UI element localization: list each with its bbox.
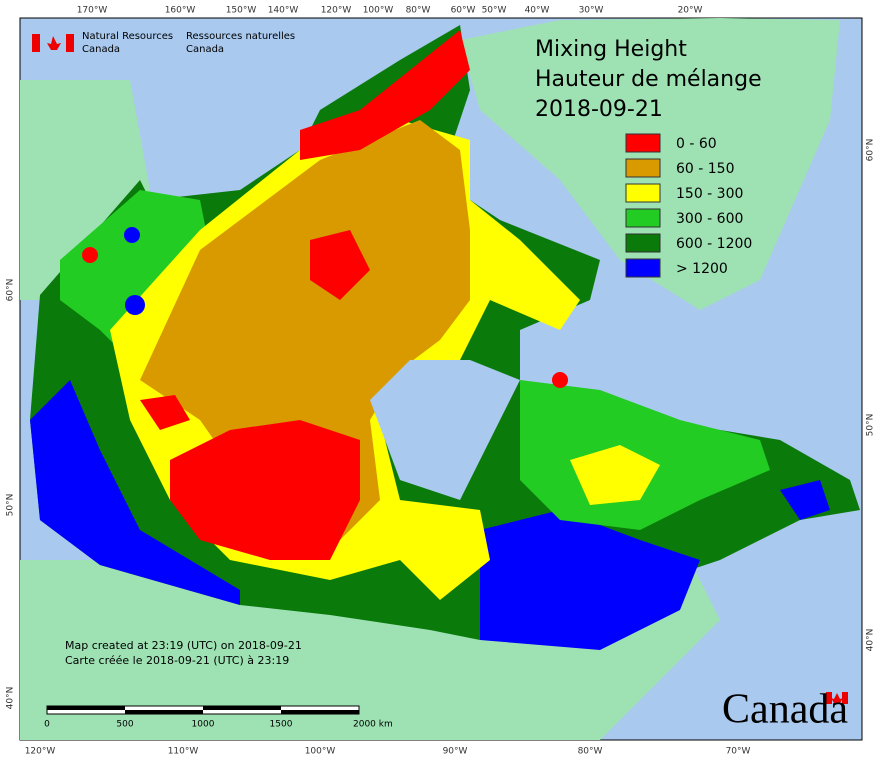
zone bbox=[30, 380, 240, 605]
credit: Map created at 23:19 (UTC) on 2018-09-21 bbox=[65, 639, 302, 652]
lat-label: 50°N bbox=[866, 414, 876, 437]
agency-en: Canada bbox=[82, 44, 120, 55]
lon-label: 90°W bbox=[443, 747, 468, 757]
legend-label: 300 - 600 bbox=[676, 211, 743, 227]
lat-label: 50°N bbox=[6, 494, 16, 517]
scale-label: 500 bbox=[116, 720, 133, 730]
lat-label: 60°N bbox=[6, 279, 16, 302]
flag-bar bbox=[66, 34, 74, 52]
scale-label: 0 bbox=[44, 720, 50, 730]
lon-label: 20°W bbox=[678, 6, 703, 16]
legend-swatch bbox=[625, 233, 661, 253]
lon-label: 70°W bbox=[726, 747, 751, 757]
graticule-labels: 170°W 160°W 150°W 140°W 120°W 100°W 80°W 60°W 50… bbox=[6, 6, 876, 757]
lon-label: 110°W bbox=[168, 747, 199, 757]
scale-label: 2000 km bbox=[353, 720, 393, 730]
legend-label: 0 - 60 bbox=[676, 136, 717, 152]
lon-label: 100°W bbox=[363, 6, 394, 16]
scale-segment bbox=[281, 710, 359, 714]
legend-label: > 1200 bbox=[676, 261, 728, 277]
scale-label: 1000 bbox=[192, 720, 215, 730]
legend-label: 600 - 1200 bbox=[676, 236, 752, 252]
legend-swatch bbox=[625, 183, 661, 203]
zone bbox=[520, 380, 770, 530]
zone bbox=[170, 420, 360, 560]
agency-en: Natural Resources bbox=[82, 31, 173, 42]
lat-label: 40°N bbox=[6, 687, 16, 710]
zone bbox=[124, 227, 140, 243]
flag-bar bbox=[32, 34, 40, 52]
lon-label: 170°W bbox=[77, 6, 108, 16]
credit: Carte créée le 2018-09-21 (UTC) à 23:19 bbox=[65, 654, 289, 667]
legend: 0 - 60 60 - 150 150 - 300 300 - 600 600 - 12… bbox=[625, 133, 752, 278]
zone bbox=[140, 395, 190, 430]
lon-label: 100°W bbox=[305, 747, 336, 757]
scale-segment bbox=[125, 710, 203, 714]
zone bbox=[310, 230, 370, 300]
title: Hauteur de mélange bbox=[535, 67, 762, 92]
zone bbox=[82, 247, 98, 263]
lon-label: 80°W bbox=[578, 747, 603, 757]
lon-label: 50°W bbox=[482, 6, 507, 16]
title: 2018-09-21 bbox=[535, 97, 663, 122]
legend-label: 150 - 300 bbox=[676, 186, 743, 202]
lon-label: 120°W bbox=[321, 6, 352, 16]
lon-label: 140°W bbox=[268, 6, 299, 16]
lon-label: 60°W bbox=[451, 6, 476, 16]
zone bbox=[570, 445, 660, 505]
legend-swatch bbox=[625, 258, 661, 278]
lon-label: 120°W bbox=[25, 747, 56, 757]
lon-label: 150°W bbox=[226, 6, 257, 16]
agency-fr: Ressources naturelles bbox=[186, 31, 295, 42]
zone bbox=[125, 295, 145, 315]
wordmark-flag bbox=[826, 692, 832, 704]
alaska bbox=[20, 80, 150, 300]
zone bbox=[780, 480, 830, 520]
scale-bar: 0 500 1000 1500 2000 km bbox=[44, 705, 393, 730]
zone bbox=[480, 510, 700, 650]
wordmark-leaf bbox=[831, 693, 843, 703]
mixing-zones bbox=[30, 25, 860, 650]
legend-swatch bbox=[625, 133, 661, 153]
scale-segment bbox=[203, 706, 281, 710]
maple-leaf bbox=[47, 36, 61, 50]
title: Mixing Height bbox=[535, 37, 687, 62]
legend-label: 60 - 150 bbox=[676, 161, 735, 177]
lat-label: 40°N bbox=[866, 629, 876, 652]
legend-swatch bbox=[625, 208, 661, 228]
lon-label: 30°W bbox=[579, 6, 604, 16]
wordmark: Canada bbox=[722, 687, 848, 733]
scale-label: 1500 bbox=[270, 720, 293, 730]
lat-label: 60°N bbox=[866, 139, 876, 162]
wordmark-flag bbox=[842, 692, 848, 704]
lon-label: 40°W bbox=[525, 6, 550, 16]
zone bbox=[300, 30, 470, 160]
hudson-bay bbox=[370, 360, 520, 500]
agency-fr: Canada bbox=[186, 44, 224, 55]
lon-label: 80°W bbox=[406, 6, 431, 16]
scale-segment bbox=[47, 706, 125, 710]
lon-label: 160°W bbox=[165, 6, 196, 16]
legend-swatch bbox=[625, 158, 661, 178]
zone bbox=[552, 372, 568, 388]
